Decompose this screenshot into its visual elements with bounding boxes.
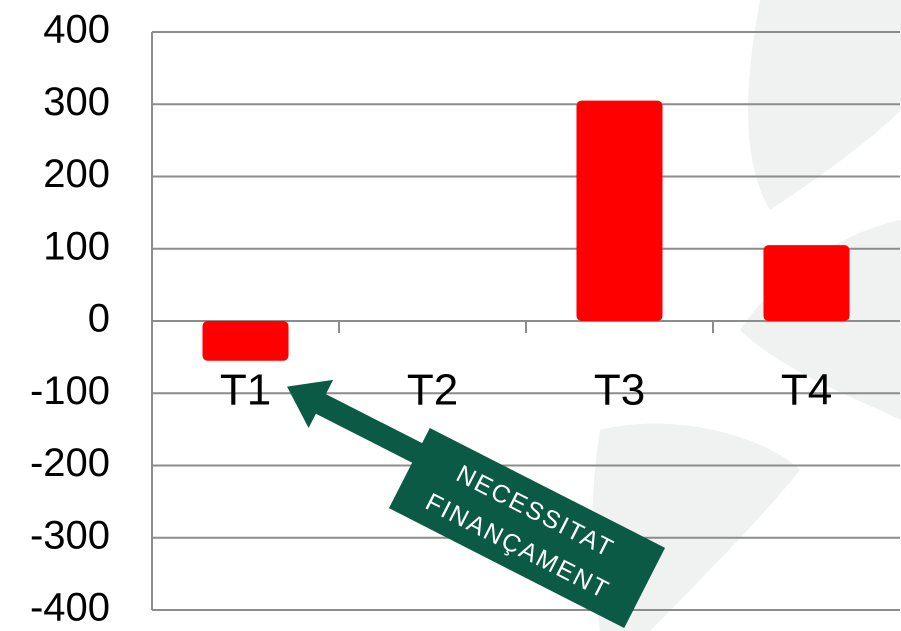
- y-tick-label: 200: [43, 152, 110, 196]
- arrow: [287, 379, 424, 464]
- x-tick-label: T4: [781, 366, 832, 415]
- y-tick-label: 100: [43, 224, 110, 268]
- y-tick-label: 400: [43, 8, 110, 52]
- y-tick-label: -100: [30, 369, 110, 413]
- y-tick-label: 0: [88, 297, 110, 341]
- x-tick-label: T2: [407, 366, 458, 415]
- bar: [202, 321, 289, 361]
- y-tick-label: -200: [30, 441, 110, 485]
- x-tick-label: T1: [220, 366, 271, 415]
- annotation: NECESSITAT FINANÇAMENT: [287, 379, 666, 629]
- y-tick-label: -300: [30, 513, 110, 557]
- bar: [763, 245, 850, 321]
- y-tick-label: -400: [30, 586, 110, 630]
- annotation-box: [388, 427, 666, 629]
- x-tick-label: T3: [594, 366, 645, 415]
- y-tick-label: 300: [43, 80, 110, 124]
- bar: [576, 100, 663, 321]
